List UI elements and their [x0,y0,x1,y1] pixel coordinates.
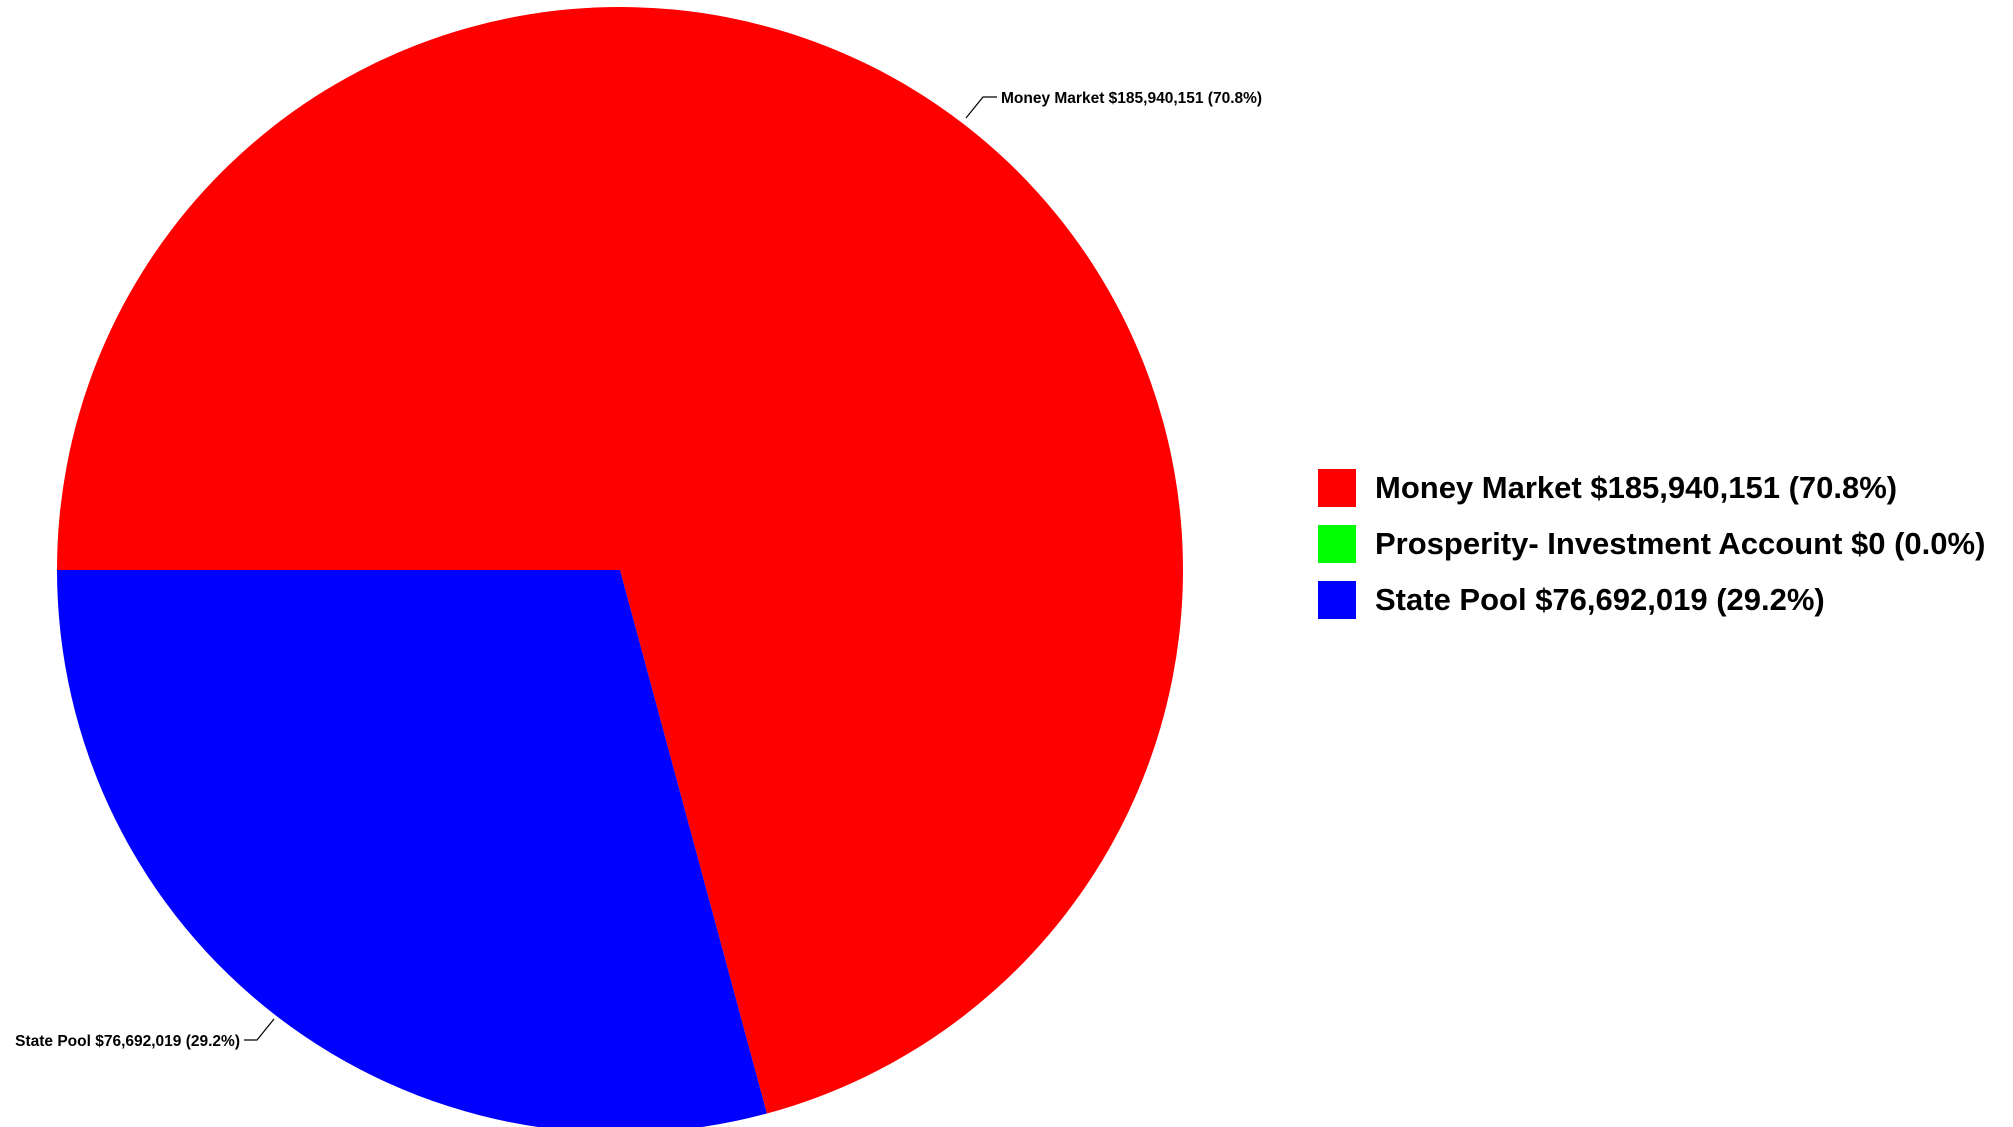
leader-line-state-pool [244,1018,275,1041]
legend-swatch-state-pool [1318,581,1356,619]
slice-labels: Money Market $185,940,151 (70.8%) State … [15,90,1262,1050]
legend: Money Market $185,940,151 (70.8%) Prospe… [1318,460,1985,628]
legend-label-state-pool: State Pool $76,692,019 (29.2%) [1375,582,1825,617]
slice-label-state-pool: State Pool $76,692,019 (29.2%) [15,1033,240,1050]
slice-label-money-market: Money Market $185,940,151 (70.8%) [1001,90,1262,107]
pie-slice-state-pool [57,570,767,1127]
legend-label-money-market: Money Market $185,940,151 (70.8%) [1375,470,1898,505]
legend-label-prosperity: Prosperity- Investment Account $0 (0.0%) [1375,526,1986,561]
legend-item-state-pool: State Pool $76,692,019 (29.2%) [1318,572,1985,628]
legend-item-prosperity: Prosperity- Investment Account $0 (0.0%) [1318,516,1985,572]
legend-swatch-prosperity [1318,525,1356,563]
legend-swatch-money-market [1318,469,1356,507]
legend-item-money-market: Money Market $185,940,151 (70.8%) [1318,460,1985,516]
pie-slice-money-market [57,7,1184,1114]
pie-slices [57,7,1184,1127]
leader-line-money-market [965,96,997,119]
